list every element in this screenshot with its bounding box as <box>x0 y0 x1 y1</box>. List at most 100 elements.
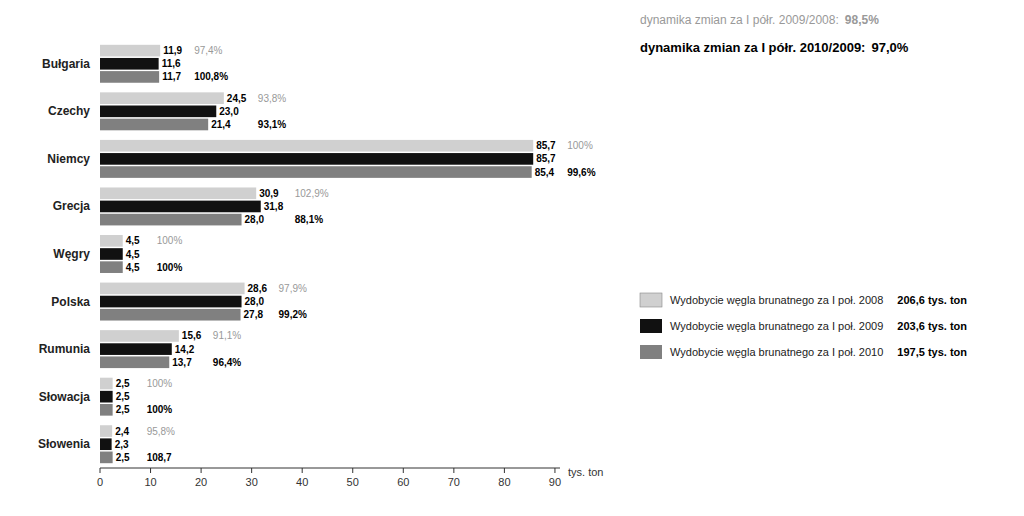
bar <box>100 438 112 450</box>
category-dynamics: 91,1% <box>213 330 241 341</box>
x-tick <box>100 468 101 473</box>
category-dynamics: 93,8% <box>258 93 286 104</box>
category-label: Niemcy <box>47 152 90 166</box>
data-label: 24,5 <box>227 93 247 104</box>
category-dynamics: 100% <box>147 404 173 415</box>
category-label: Bułgaria <box>42 57 90 71</box>
category-dynamics: 108,7 <box>147 452 172 463</box>
data-label: 2,5 <box>116 378 130 389</box>
legend-swatch <box>640 293 662 307</box>
category-dynamics: 95,8% <box>147 426 175 437</box>
bar <box>100 343 172 355</box>
x-tick-label: 40 <box>296 476 308 488</box>
bar <box>100 153 533 165</box>
bar <box>100 235 123 247</box>
x-tick-label: 60 <box>397 476 409 488</box>
category-label: Polska <box>51 295 90 309</box>
data-label: 23,0 <box>219 106 239 117</box>
x-tick-label: 80 <box>498 476 510 488</box>
category-dynamics: 100% <box>567 140 593 151</box>
bar <box>100 71 159 83</box>
data-label: 15,6 <box>182 330 202 341</box>
category-label: Słowenia <box>38 437 90 451</box>
legend-label: Wydobycie węgla brunatnego za I poł. 200… <box>670 294 883 306</box>
bar <box>100 283 245 295</box>
category-dynamics: 99,2% <box>279 309 307 320</box>
category-dynamics: 100% <box>147 378 173 389</box>
data-label: 13,7 <box>172 357 192 368</box>
x-axis-label: tys. ton <box>568 466 603 478</box>
bar <box>100 378 113 390</box>
category-dynamics: 97,9% <box>279 283 307 294</box>
data-label: 85,7 <box>536 140 556 151</box>
x-tick-label: 90 <box>549 476 561 488</box>
x-tick-label: 50 <box>347 476 359 488</box>
x-tick <box>352 468 353 473</box>
bar <box>100 119 208 131</box>
x-tick <box>201 468 202 473</box>
category-dynamics: 100,8% <box>194 71 228 82</box>
category-label: Czechy <box>48 104 90 118</box>
data-label: 11,7 <box>162 71 181 82</box>
data-label: 21,4 <box>211 119 231 130</box>
category-dynamics: 100% <box>157 262 183 273</box>
bar <box>100 261 123 273</box>
bar <box>100 187 256 199</box>
x-tick <box>554 468 555 473</box>
dynamics-value: 97,0% <box>871 40 908 55</box>
category-dynamics: 99,6% <box>567 167 595 178</box>
data-label: 4,5 <box>126 262 140 273</box>
category-dynamics: 100% <box>157 235 183 246</box>
category-label: Grecja <box>53 199 91 213</box>
bars <box>100 45 533 463</box>
data-label: 2,5 <box>116 404 130 415</box>
data-label: 14,2 <box>175 344 195 355</box>
bar <box>100 356 169 368</box>
legend-swatch <box>640 345 662 359</box>
bar <box>100 58 159 70</box>
bar <box>100 309 241 321</box>
legend-total: 197,5 tys. ton <box>897 346 967 358</box>
data-label: 85,7 <box>536 153 556 164</box>
data-label: 11,9 <box>163 45 182 56</box>
data-label: 11,6 <box>162 58 181 69</box>
category-dynamics: 88,1% <box>295 214 323 225</box>
data-label: 4,5 <box>126 235 140 246</box>
data-label: 2,3 <box>115 439 129 450</box>
legend-label: Wydobycie węgla brunatnego za I poł. 201… <box>670 346 883 358</box>
bar <box>100 166 532 178</box>
data-label: 28,0 <box>245 214 265 225</box>
data-label: 31,8 <box>264 201 284 212</box>
data-label: 28,6 <box>248 283 268 294</box>
bar <box>100 330 179 342</box>
category-dynamics: 97,4% <box>194 45 222 56</box>
x-tick-label: 30 <box>246 476 258 488</box>
category-label: Węgry <box>53 247 90 261</box>
dynamics-label: dynamika zmian za I półr. 2010/2009: <box>640 40 865 55</box>
bar <box>100 452 113 464</box>
bar <box>100 425 112 437</box>
chart-root: 11,911,611,724,523,021,485,785,785,430,9… <box>0 0 1024 516</box>
bar <box>100 248 123 260</box>
x-tick <box>251 468 252 473</box>
category-dynamics: 96,4% <box>213 357 241 368</box>
bar <box>100 140 533 152</box>
bar <box>100 391 113 403</box>
category-dynamics: 93,1% <box>258 119 286 130</box>
bar <box>100 214 242 226</box>
x-tick-label: 20 <box>195 476 207 488</box>
x-tick-label: 70 <box>448 476 460 488</box>
dynamics-label: dynamika zmian za I półr. 2009/2008: <box>640 13 839 27</box>
bar <box>100 296 242 308</box>
category-dynamics: 102,9% <box>295 188 329 199</box>
x-axis-line <box>100 468 560 469</box>
x-tick <box>302 468 303 473</box>
legend-swatch <box>640 319 662 333</box>
x-tick <box>403 468 404 473</box>
legend-total: 206,6 tys. ton <box>897 294 967 306</box>
data-label: 4,5 <box>126 249 140 260</box>
dynamics-value: 98,5% <box>845 13 879 27</box>
bar <box>100 404 113 416</box>
data-label: 2,5 <box>116 452 130 463</box>
data-label: 28,0 <box>245 296 265 307</box>
